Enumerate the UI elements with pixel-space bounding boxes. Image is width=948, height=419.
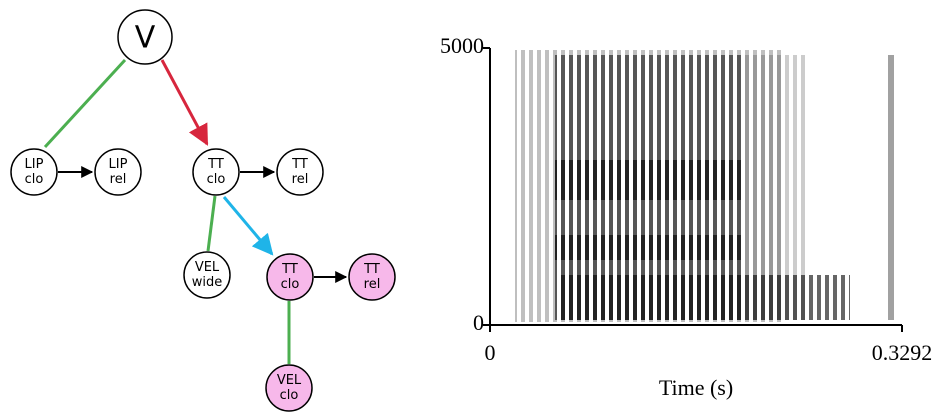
edge bbox=[222, 196, 274, 256]
node bbox=[266, 253, 314, 301]
node bbox=[94, 148, 142, 196]
node-label: wide bbox=[192, 275, 223, 290]
spectrogram-image bbox=[515, 50, 894, 322]
spectro-region bbox=[555, 160, 745, 200]
node bbox=[348, 253, 396, 301]
node bbox=[117, 9, 173, 65]
x-axis-label: Time (s) bbox=[659, 375, 733, 400]
spectro-region bbox=[745, 55, 805, 320]
node-label: clo bbox=[281, 277, 300, 292]
node-label: TT bbox=[363, 262, 380, 277]
diagram-edges bbox=[43, 58, 348, 364]
node-label: VEL bbox=[277, 373, 302, 388]
node-label: TT bbox=[207, 157, 224, 172]
y-tick-label: 0 bbox=[473, 310, 484, 335]
node-label: clo bbox=[280, 388, 299, 403]
node-label: TT bbox=[281, 262, 298, 277]
y-tick-label: 5000 bbox=[440, 33, 484, 58]
node-label: V bbox=[135, 21, 156, 56]
node-label: TT bbox=[291, 157, 308, 172]
x-tick-label: 0 bbox=[485, 340, 496, 365]
x-tick-label: 0.3292 bbox=[872, 340, 933, 365]
node-label: LIP bbox=[109, 157, 128, 172]
node-label: rel bbox=[364, 277, 381, 292]
node bbox=[10, 148, 58, 196]
edge bbox=[43, 58, 127, 149]
node-label: clo bbox=[25, 172, 44, 187]
node-label: LIP bbox=[25, 157, 44, 172]
spectro-region bbox=[560, 275, 850, 320]
node-label: rel bbox=[110, 172, 127, 187]
node bbox=[192, 148, 240, 196]
node-label: rel bbox=[292, 172, 309, 187]
node bbox=[276, 148, 324, 196]
spectro-region bbox=[555, 235, 745, 260]
node bbox=[265, 364, 313, 412]
edge bbox=[160, 59, 209, 146]
node-label: clo bbox=[207, 172, 226, 187]
node-label: VEL bbox=[195, 260, 220, 275]
edge bbox=[206, 195, 217, 252]
spectro-region bbox=[888, 55, 894, 320]
node bbox=[183, 251, 231, 299]
